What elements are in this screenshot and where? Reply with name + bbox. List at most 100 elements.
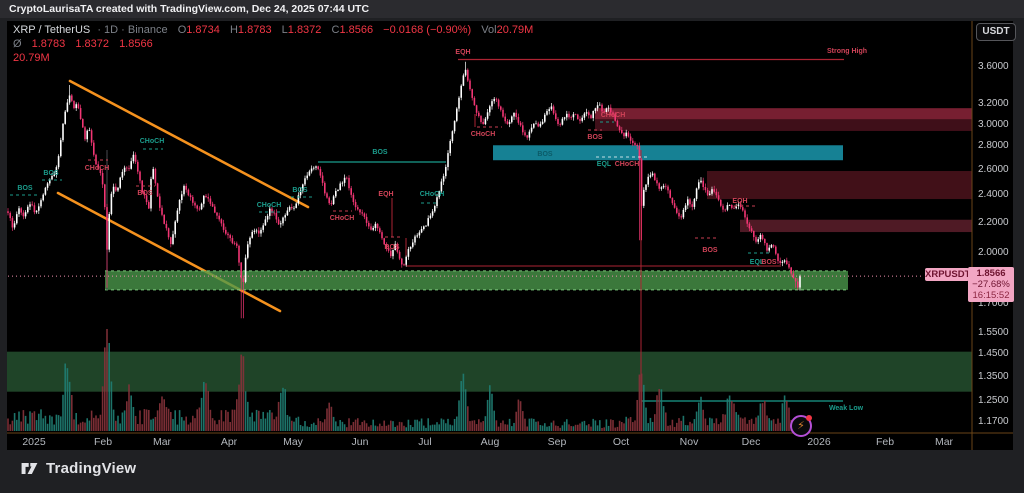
volume-bar xyxy=(726,398,729,431)
volume-bar xyxy=(42,418,44,431)
volume-bar xyxy=(299,424,302,431)
volume-bar xyxy=(724,414,726,431)
symbol-name[interactable]: XRP / TetherUS xyxy=(13,24,91,36)
volume-bar xyxy=(484,416,487,431)
volume-bar xyxy=(405,427,407,431)
candle-body xyxy=(429,215,432,219)
volume-bar xyxy=(220,410,223,431)
candle-body xyxy=(546,111,548,115)
tradingview-logo[interactable]: TradingView xyxy=(20,459,136,478)
volume-bar xyxy=(788,407,790,431)
volume-bar xyxy=(739,417,742,431)
candle-body xyxy=(530,127,533,132)
candle-body xyxy=(128,167,130,169)
candle-body xyxy=(647,176,649,185)
volume-bar xyxy=(324,419,326,431)
volume-bar xyxy=(693,419,696,431)
volume-label: Vol xyxy=(481,24,497,36)
candle-body xyxy=(548,109,550,112)
candle-body xyxy=(563,117,566,119)
volume-bar xyxy=(330,406,333,431)
volume-bar xyxy=(258,410,260,431)
candle-body xyxy=(86,130,88,140)
candle-body xyxy=(794,278,797,282)
candle-body xyxy=(134,154,137,162)
volume-bar xyxy=(649,417,652,431)
volume-bar xyxy=(55,414,58,431)
candle-body xyxy=(522,125,524,133)
volume-bar xyxy=(449,424,451,431)
candle-body xyxy=(302,184,304,191)
structure-label: BOS xyxy=(372,149,388,156)
volume-bar xyxy=(577,424,579,431)
volume-bar xyxy=(436,422,438,431)
candle-body xyxy=(599,104,601,106)
candle-body xyxy=(392,250,394,257)
volume-bar xyxy=(187,424,190,431)
boost-icon[interactable]: ⚡ xyxy=(790,415,812,437)
volume-bar xyxy=(244,391,247,431)
volume-bar xyxy=(222,421,225,431)
volume-bar xyxy=(132,407,135,431)
change-value: −0.0168 (−0.90%) xyxy=(383,24,472,36)
candle-body xyxy=(715,191,718,196)
volume-bar xyxy=(735,412,737,431)
volume-bar xyxy=(460,381,462,431)
demand-box-teal xyxy=(493,145,843,161)
volume-bar xyxy=(616,426,619,431)
candle-body xyxy=(735,205,737,209)
candle-body xyxy=(440,181,443,192)
volume-bar xyxy=(528,418,531,431)
volume-bar xyxy=(568,424,570,431)
volume-bar xyxy=(656,395,658,431)
volume-bar xyxy=(783,395,786,431)
structure-label: EQH xyxy=(455,49,470,56)
volume-bar xyxy=(264,418,267,431)
volume-bar xyxy=(544,423,546,431)
volume-bar xyxy=(673,426,676,431)
candle-body xyxy=(420,229,423,233)
candle-body xyxy=(431,211,434,216)
candle-body xyxy=(447,153,449,167)
candle-body xyxy=(442,176,445,182)
volume-bar xyxy=(779,422,781,431)
candle-body xyxy=(321,175,324,183)
volume-bar xyxy=(128,384,130,431)
time-tick: Nov xyxy=(679,436,699,448)
volume-bar xyxy=(93,417,95,431)
candle-body xyxy=(412,242,414,247)
candle-body xyxy=(544,114,546,122)
volume-bar xyxy=(398,421,401,431)
volume-bar xyxy=(143,409,146,431)
chart-area[interactable]: BOS BOS CHoCH CHoCH BOS CHoCH BOS CHoCH BOS EQH BO… xyxy=(7,21,1016,450)
volume-bar xyxy=(9,424,11,431)
volume-bar xyxy=(418,421,421,431)
time-tick: Apr xyxy=(220,436,238,448)
candle-body xyxy=(209,198,212,204)
candle-body xyxy=(150,178,152,209)
time-tick: 2025 xyxy=(22,436,46,448)
volume-bar xyxy=(247,401,249,431)
price-chart-canvas[interactable]: BOS BOS CHoCH CHoCH BOS CHoCH BOS CHoCH BOS EQH BO… xyxy=(7,21,1013,450)
candle-body xyxy=(753,231,755,238)
volume-bar xyxy=(537,421,539,431)
candle-body xyxy=(165,223,168,229)
volume-bar xyxy=(524,418,526,431)
volume-bar xyxy=(440,418,443,431)
candle-body xyxy=(352,194,355,203)
current-price-change: −27.68% xyxy=(972,279,1010,290)
candle-body xyxy=(46,183,49,188)
volume-bar xyxy=(341,421,344,431)
candle-body xyxy=(167,228,170,238)
volume-bar xyxy=(513,422,515,431)
structure-label: CHoCH xyxy=(257,202,282,209)
candle-body xyxy=(627,132,630,137)
volume-bar xyxy=(253,421,256,431)
volume-bar xyxy=(29,411,31,431)
volume-bar xyxy=(585,425,588,431)
currency-toggle-button[interactable]: USDT xyxy=(976,23,1016,41)
volume-bar xyxy=(260,418,262,431)
volume-bar xyxy=(262,411,264,431)
volume-bar xyxy=(431,424,434,431)
volume-bar xyxy=(269,410,271,431)
